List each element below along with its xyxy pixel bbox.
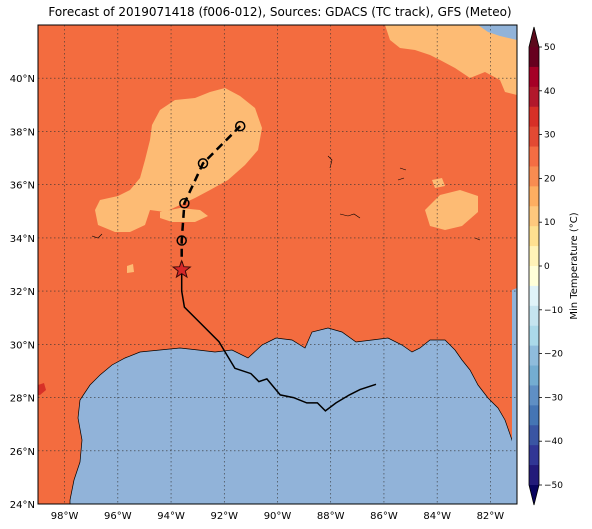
map-title: Forecast of 2019071418 (f006-012), Sourc…	[48, 5, 512, 19]
colorbar-tick-label-8: −30	[544, 393, 563, 403]
colorbar-segment-6	[529, 166, 539, 187]
colorbar-segment-0	[529, 47, 539, 68]
colorbar-segment-19	[529, 425, 539, 446]
colorbar-tick-label-4: 10	[544, 218, 556, 228]
lon-label-0: 98°W	[51, 511, 79, 522]
lat-label-2: 28°N	[10, 394, 35, 405]
coastal-lakes	[91, 155, 481, 241]
colorbar: 50 40 30 20 10 0 −10 −20 −30 −40 −50	[528, 26, 563, 506]
colorbar-tick-label-0: 50	[544, 43, 556, 53]
lon-label-6: 86°W	[370, 511, 398, 522]
colorbar-segment-11	[529, 266, 539, 287]
colorbar-tick-label-1: 40	[544, 87, 556, 97]
colorbar-segment-2	[529, 86, 539, 108]
lon-label-5: 88°W	[317, 511, 345, 522]
lat-label-4: 32°N	[10, 287, 35, 298]
colorbar-segment-18	[529, 405, 539, 426]
latitude-labels: 24°N 26°N 28°N 30°N 32°N 34°N 36°N 38°N 40°N	[10, 74, 35, 511]
colorbar-tick-label-2: 30	[544, 131, 556, 141]
lat-label-8: 40°N	[10, 74, 35, 85]
forecast-point-0	[176, 235, 187, 246]
colorbar-title: Min Temperature (°C)	[569, 212, 580, 319]
colorbar-segment-3	[529, 106, 539, 128]
land-mild-patch-tiny	[127, 264, 134, 273]
lon-label-8: 82°W	[477, 511, 505, 522]
lat-label-3: 30°N	[10, 340, 35, 351]
forecast-point-2	[197, 158, 209, 169]
colorbar-segment-15	[529, 345, 539, 367]
lon-label-7: 84°W	[423, 511, 451, 522]
lake-northeast	[478, 25, 517, 40]
colorbar-segment-17	[529, 385, 539, 406]
colorbar-segment-21	[529, 465, 539, 486]
lon-label-2: 94°W	[157, 511, 185, 522]
colorbar-segment-20	[529, 445, 539, 466]
colorbar-segment-1	[529, 66, 539, 88]
colorbar-segment-10	[529, 246, 539, 267]
colorbar-tick-label-10: −50	[544, 481, 563, 491]
forecast-track-line	[180, 125, 242, 270]
gulf-of-mexico	[69, 327, 517, 504]
colorbar-arrow-top	[529, 27, 539, 47]
colorbar-tick-label-6: −10	[544, 306, 563, 316]
land-mild-patch-small	[432, 178, 445, 188]
lat-label-1: 26°N	[10, 447, 35, 458]
colorbar-tick-label-9: −40	[544, 437, 563, 447]
forecast-point-3	[234, 120, 246, 132]
colorbar-segment-8	[529, 206, 539, 227]
map-frame	[37, 24, 518, 505]
atlantic-east-coast-water	[512, 288, 517, 480]
land-mild-region-northeast	[385, 25, 517, 95]
forecast-points	[176, 120, 246, 246]
hot-spot-west	[38, 383, 46, 395]
lon-label-3: 92°W	[210, 511, 238, 522]
current-position-star-icon	[171, 259, 192, 279]
colorbar-segment-16	[529, 365, 539, 386]
lon-label-1: 96°W	[104, 511, 132, 522]
land-mild-patch-east	[425, 190, 478, 230]
lat-label-0: 24°N	[10, 500, 35, 511]
colorbar-segment-13	[529, 305, 539, 327]
colorbar-tick-label-3: 20	[544, 174, 556, 184]
forecast-point-1	[179, 198, 190, 209]
colorbar-segment-14	[529, 325, 539, 347]
lon-label-4: 90°W	[264, 511, 292, 522]
map-area	[38, 25, 517, 504]
colorbar-segment-5	[529, 146, 539, 167]
lat-label-6: 36°N	[10, 181, 35, 192]
colorbar-tick-label-5: 0	[544, 262, 550, 272]
colorbar-arrow-bottom	[529, 485, 539, 505]
land-mild-region-central	[95, 88, 262, 232]
colorbar-tick-label-7: −20	[544, 350, 563, 360]
lat-label-7: 38°N	[10, 127, 35, 138]
colorbar-segment-4	[529, 126, 539, 148]
colorbar-segment-9	[529, 226, 539, 247]
lat-label-5: 34°N	[10, 234, 35, 245]
colorbar-segment-7	[529, 186, 539, 207]
longitude-labels: 98°W 96°W 94°W 92°W 90°W 88°W 86°W 84°W 82°W	[51, 511, 505, 522]
colorbar-segment-12	[529, 285, 539, 307]
past-track-line	[180, 269, 377, 412]
